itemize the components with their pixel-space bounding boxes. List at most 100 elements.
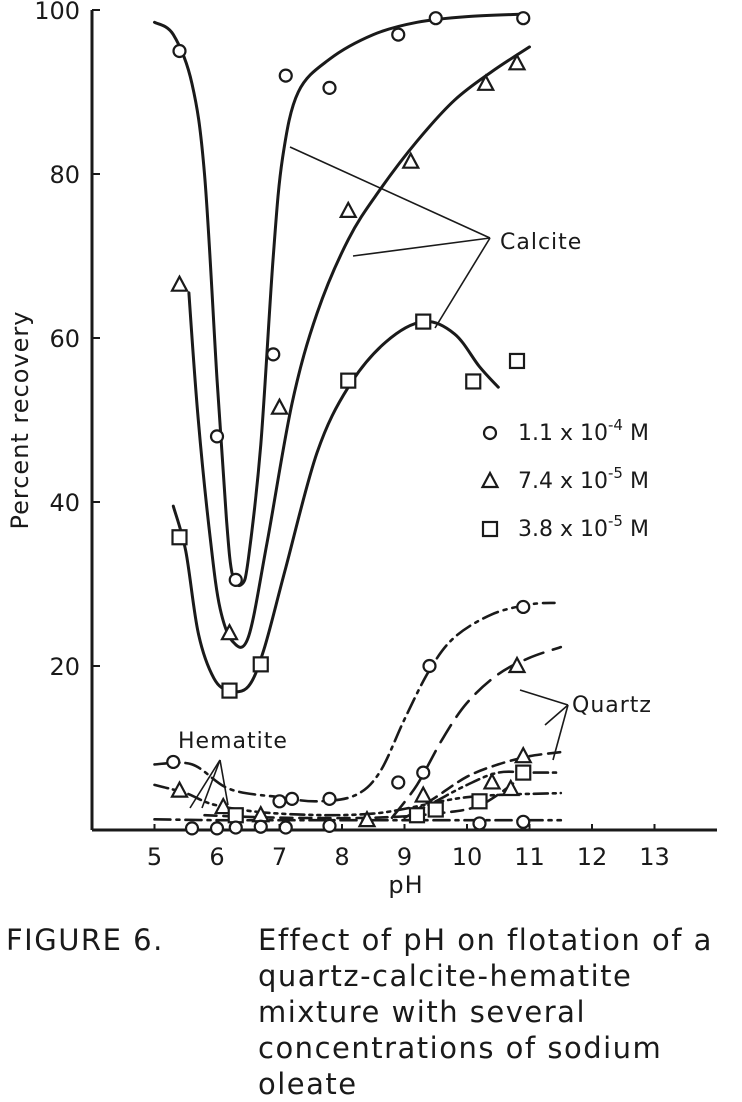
quartz-triangle-curve xyxy=(390,645,563,819)
hematite-circle-point xyxy=(209,821,225,836)
x-tick-label: 9 xyxy=(397,843,412,871)
hematite-triangle-point xyxy=(357,809,377,828)
hematite-leader xyxy=(189,759,221,809)
quartz-circle-point xyxy=(166,754,181,770)
hematite-square-point xyxy=(408,807,426,824)
x-tick-label: 6 xyxy=(209,843,224,871)
annotation-hematite: Hematite xyxy=(178,729,288,754)
calcite-square-point xyxy=(252,656,269,673)
quartz-triangle-point xyxy=(507,655,527,674)
hematite-circle-point xyxy=(184,821,200,836)
hematite-square-point xyxy=(471,793,488,810)
calcite-leader xyxy=(434,237,491,329)
legend-square-marker xyxy=(481,520,499,538)
calcite-square-curve xyxy=(171,319,500,694)
series-curves xyxy=(153,12,563,822)
legend-triangle-marker xyxy=(480,470,500,489)
annotation-quartz: Quartz xyxy=(572,693,652,718)
annotation-leaders xyxy=(189,146,569,809)
calcite-triangle-point xyxy=(270,397,289,415)
quartz-circle-point xyxy=(272,794,287,809)
quartz-triangle-curve xyxy=(403,770,563,819)
calcite-circle-point xyxy=(228,572,243,588)
quartz-circle-point xyxy=(422,658,437,674)
quartz-circle-point xyxy=(391,775,406,790)
calcite-square-point xyxy=(340,372,357,389)
calcite-circle-curve xyxy=(153,12,525,587)
quartz-triangle-point xyxy=(413,785,433,803)
hematite-circle-point xyxy=(253,819,268,834)
calcite-leader xyxy=(289,146,491,239)
legend-unit: M xyxy=(623,421,649,446)
calcite-circle-point xyxy=(516,11,531,26)
calcite-square-point xyxy=(465,373,482,390)
y-tick-label: 40 xyxy=(49,489,80,517)
hematite-triangle-curve xyxy=(153,783,563,817)
hematite-triangle-point xyxy=(251,804,271,823)
calcite-square-point xyxy=(415,313,432,330)
hematite-circle-point xyxy=(322,818,337,834)
y-axis-label: Percent recovery xyxy=(6,311,34,530)
legend-entry: 7.4 x 10-5 M xyxy=(518,464,649,494)
series-markers xyxy=(166,11,533,836)
quartz-leader xyxy=(519,689,569,706)
legend: 1.1 x 10-4 M7.4 x 10-5 M3.8 x 10-5 M xyxy=(480,416,649,542)
figure-caption: FIGURE 6. Effect of pH on flotation of a… xyxy=(0,922,742,1101)
calcite-circle-point xyxy=(209,429,225,444)
hematite-circle-point xyxy=(516,814,531,829)
calcite-triangle-curve xyxy=(187,45,531,649)
quartz-triangle-point xyxy=(501,778,521,797)
calcite-circle-point xyxy=(266,347,281,362)
hematite-circle-point xyxy=(278,820,293,835)
quartz-triangle-point xyxy=(513,745,533,764)
legend-base: 3.8 x 10 xyxy=(518,517,608,542)
x-tick-label: 8 xyxy=(334,843,349,871)
quartz-circle-point xyxy=(416,765,431,780)
y-tick-label: 100 xyxy=(34,0,80,25)
calcite-leader xyxy=(352,237,491,257)
hematite-leader xyxy=(201,759,221,809)
quartz-square-curve xyxy=(409,750,563,815)
hematite-triangle-point xyxy=(170,780,189,798)
calcite-circle-point xyxy=(428,11,443,26)
quartz-circle-point xyxy=(284,791,300,806)
legend-unit: M xyxy=(623,517,649,542)
calcite-triangle-point xyxy=(220,622,239,641)
annotation-calcite: Calcite xyxy=(500,230,582,255)
axis-ticks: 5 6 7 8 9 10 11 12 13 20 40 60 80 100 xyxy=(34,0,670,871)
x-tick-label: 11 xyxy=(514,843,545,871)
legend-entry: 3.8 x 10-5 M xyxy=(518,512,649,542)
percent-recovery-vs-ph-chart: 5 6 7 8 9 10 11 12 13 20 40 60 80 100 Percent recover… xyxy=(6,0,717,899)
hematite-triangle-point xyxy=(213,796,233,815)
hematite-square-point xyxy=(515,764,532,781)
calcite-square-point xyxy=(508,352,526,370)
hematite-square-point xyxy=(427,801,444,818)
y-tick-label: 60 xyxy=(49,325,80,353)
x-axis-label: pH xyxy=(388,871,423,899)
x-tick-label: 13 xyxy=(639,843,670,871)
legend-exponent: -4 xyxy=(608,416,623,434)
legend-base: 1.1 x 10 xyxy=(518,421,608,446)
calcite-triangle-point xyxy=(401,151,421,169)
calcite-triangle-point xyxy=(476,73,496,91)
legend-base: 7.4 x 10 xyxy=(518,469,608,494)
legend-exponent: -5 xyxy=(608,512,623,530)
calcite-circle-point xyxy=(172,43,187,59)
quartz-leader xyxy=(552,704,569,761)
quartz-circle-point xyxy=(322,791,337,806)
hematite-circle-point xyxy=(228,820,243,835)
x-tick-label: 7 xyxy=(272,843,287,871)
quartz-circle-point xyxy=(516,599,531,615)
calcite-square-point xyxy=(221,682,238,699)
legend-entry: 1.1 x 10-4 M xyxy=(518,416,649,446)
calcite-triangle-point xyxy=(338,200,358,218)
calcite-circle-point xyxy=(278,68,293,83)
x-tick-label: 5 xyxy=(147,843,162,871)
legend-unit: M xyxy=(623,469,649,494)
caption-label: FIGURE 6. xyxy=(6,923,164,957)
calcite-circle-point xyxy=(322,80,337,96)
calcite-circle-point xyxy=(391,27,406,42)
legend-exponent: -5 xyxy=(608,464,623,482)
hematite-square-curve xyxy=(203,779,519,820)
calcite-triangle-point xyxy=(170,274,189,292)
